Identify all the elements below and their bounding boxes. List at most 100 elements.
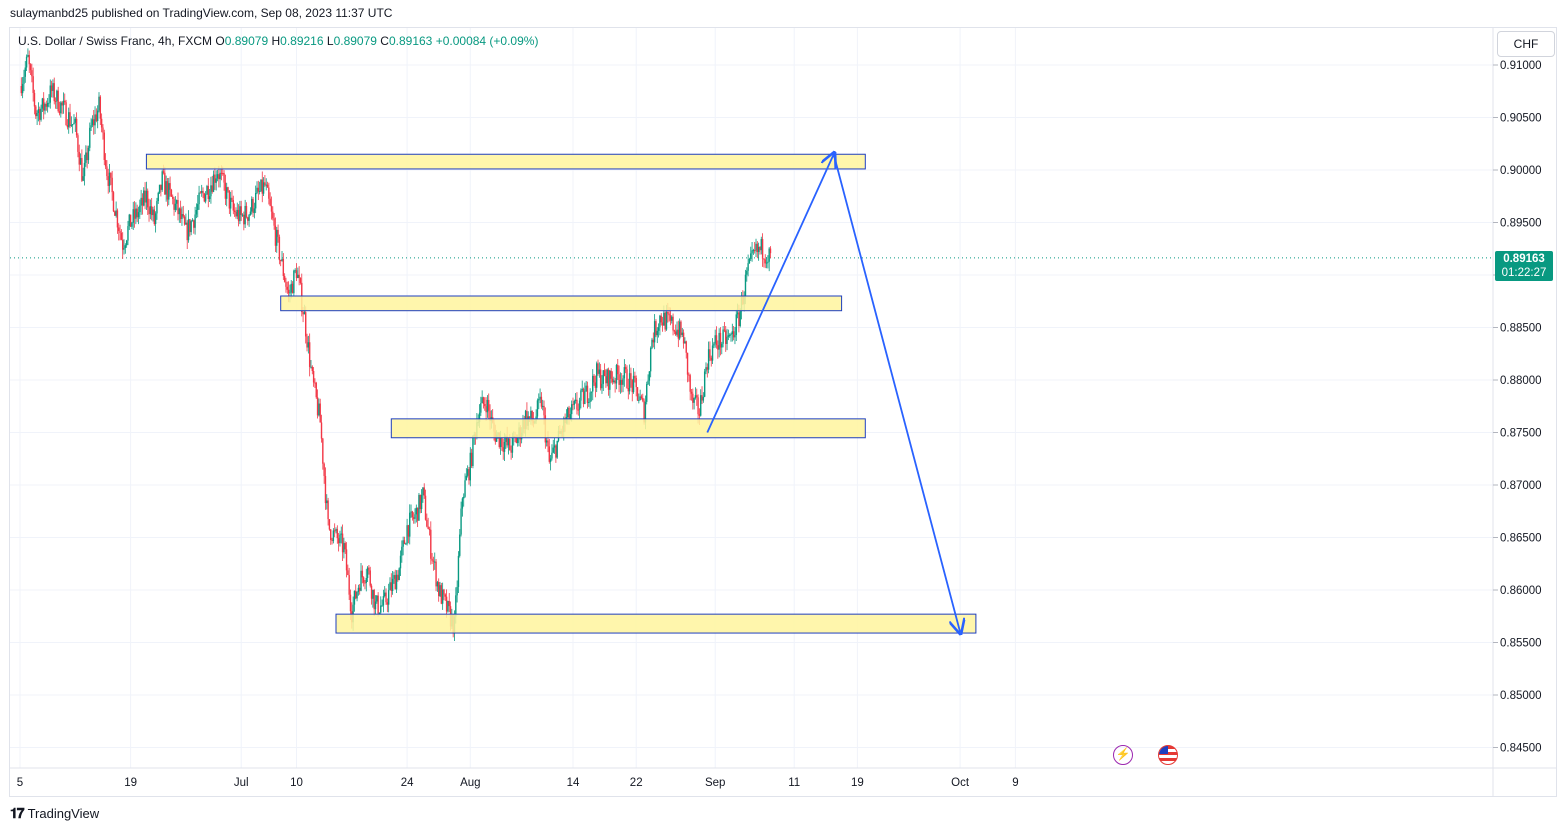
candle-body [89, 127, 91, 148]
candle-body [224, 182, 227, 199]
footer-brand[interactable]: TradingView [27, 806, 100, 821]
legend-high: 0.89216 [280, 34, 324, 48]
candle-body [45, 104, 48, 107]
candle-body [415, 507, 418, 515]
candle-body [747, 263, 749, 271]
candle-body [531, 410, 533, 422]
candle-body [174, 203, 177, 210]
candle-body [420, 494, 423, 510]
candle-body [610, 370, 612, 379]
candle-body [530, 410, 532, 418]
candle-body [290, 283, 292, 293]
candle-body [280, 260, 282, 262]
candle-body [507, 438, 510, 446]
candle-body [403, 540, 406, 544]
candle-body [173, 198, 175, 210]
candle-body [511, 436, 514, 453]
candle-body [676, 329, 678, 335]
candle-body [596, 363, 598, 388]
lightning-icon[interactable]: ⚡ [1113, 745, 1133, 765]
candle-body [611, 378, 614, 383]
candle-body [32, 76, 34, 93]
last-price-value: 0.89163 [1503, 253, 1545, 265]
candle-body [74, 118, 76, 123]
candle-body [144, 190, 146, 203]
candle-body [389, 582, 391, 591]
candle-body [20, 86, 23, 94]
candle-body [457, 555, 460, 587]
candle-body [100, 118, 103, 128]
candle-body [489, 410, 491, 421]
candle-body [710, 357, 712, 361]
candle-body [302, 311, 304, 315]
candle-body [468, 469, 470, 481]
candle-body [538, 399, 540, 401]
candle-body [614, 380, 616, 384]
candle-body [355, 590, 357, 599]
candle-body [445, 596, 448, 612]
candle-body [448, 601, 450, 607]
candle-body [137, 212, 140, 218]
candle-body [79, 158, 82, 165]
candle-body [87, 147, 90, 161]
candle-body [60, 102, 62, 114]
candle-body [414, 514, 416, 519]
candle-body [153, 209, 155, 225]
candle-body [385, 592, 387, 603]
candle-body [272, 211, 274, 219]
candle-body [308, 342, 311, 367]
candle-body [423, 487, 425, 496]
candle-body [318, 403, 320, 416]
candle-body [165, 181, 167, 195]
price-axis: 0.910000.905000.900000.895000.890000.885… [1493, 60, 1542, 755]
candle-body [726, 336, 728, 344]
candle-body [96, 110, 99, 121]
candle-body [586, 385, 589, 403]
candle-body [102, 127, 104, 133]
candle-body [652, 339, 655, 343]
candle-body [626, 369, 628, 389]
legend-close-label: C [380, 34, 389, 48]
candle-body [736, 312, 739, 315]
candle-body [136, 208, 138, 218]
candle-body [455, 595, 457, 617]
candle-body [37, 109, 40, 114]
candle-body [746, 270, 748, 275]
candle-body [696, 395, 698, 398]
candle-body [331, 539, 333, 542]
candle-body [470, 452, 473, 466]
candle-body [294, 270, 296, 272]
candle-body [349, 594, 352, 612]
candle-body [482, 397, 485, 404]
candle-body [501, 437, 503, 448]
candle-body [464, 480, 466, 497]
candle-body [190, 221, 192, 233]
candle-body [128, 214, 130, 227]
candle-body [333, 530, 336, 532]
currency-button[interactable]: CHF [1497, 31, 1555, 57]
candle-body [125, 240, 128, 246]
candle-body [82, 176, 84, 181]
tradingview-logo-icon[interactable]: 𝟏𝟕 [10, 805, 25, 821]
candle-body [323, 463, 325, 476]
candle-body [659, 315, 661, 328]
candle-body [592, 375, 594, 392]
candle-body [170, 189, 173, 197]
candle-body [91, 119, 94, 126]
candle-body [665, 312, 668, 330]
candle-body [240, 206, 242, 215]
candle-body [231, 197, 233, 201]
candle-body [353, 590, 356, 605]
candle-body [129, 214, 132, 227]
y-tick-label: 0.90500 [1500, 113, 1542, 125]
us-flag-icon[interactable] [1158, 745, 1178, 765]
candle-body [551, 452, 553, 459]
candle-body [152, 209, 154, 216]
chart-frame[interactable] [9, 27, 1557, 797]
candle-body [297, 274, 299, 279]
candle-body [203, 193, 206, 202]
candle-body [69, 112, 71, 126]
candle-body [585, 385, 587, 392]
candle-body [391, 578, 394, 591]
